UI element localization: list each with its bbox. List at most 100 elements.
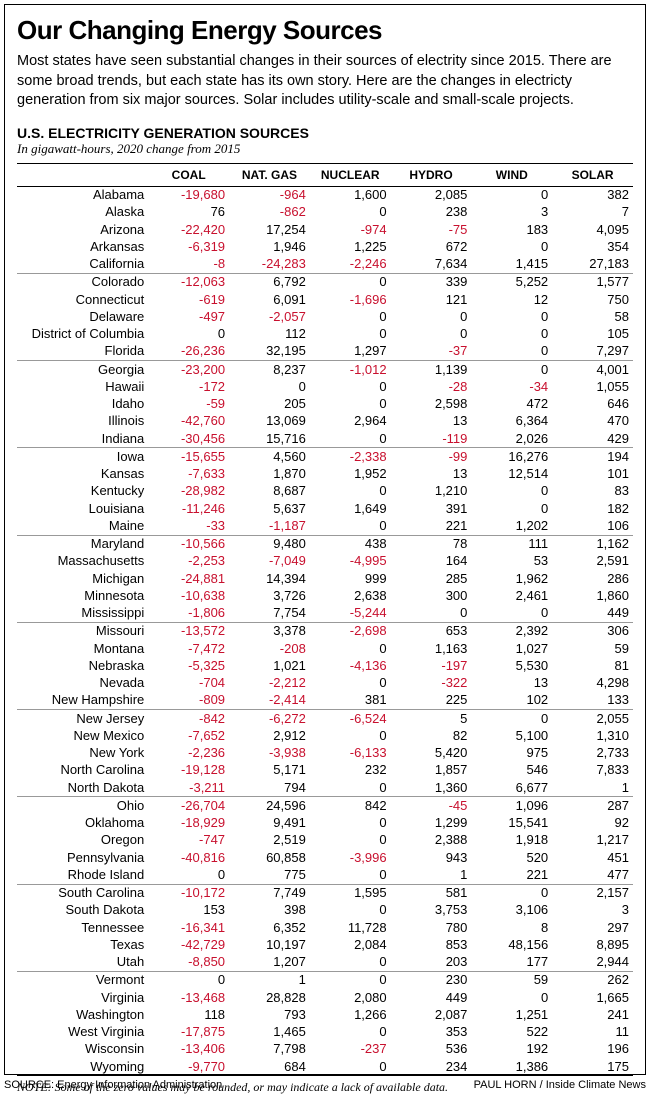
value-cell: 0 (471, 884, 552, 902)
state-cell: Hawaii (17, 378, 148, 395)
value-cell: -322 (391, 675, 472, 692)
value-cell: 3,753 (391, 902, 472, 919)
value-cell: -42,760 (148, 413, 229, 430)
value-cell: 381 (310, 692, 391, 710)
table-row: New Mexico-7,6522,9120825,1001,310 (17, 727, 633, 744)
value-cell: -24,283 (229, 256, 310, 274)
value-cell: 5,252 (471, 273, 552, 291)
value-cell: -45 (391, 797, 472, 815)
value-cell: 2,085 (391, 186, 472, 204)
value-cell: 1 (552, 779, 633, 797)
value-cell: 0 (229, 378, 310, 395)
table-row: Kentucky-28,9828,68701,210083 (17, 483, 633, 500)
value-cell: 975 (471, 745, 552, 762)
table-row: Maine-33-1,18702211,202106 (17, 517, 633, 535)
value-cell: 1,962 (471, 570, 552, 587)
value-cell: 262 (552, 971, 633, 989)
value-cell: 0 (471, 605, 552, 623)
table-row: Nebraska-5,3251,021-4,136-1975,53081 (17, 657, 633, 674)
table-row: South Carolina-10,1727,7491,59558102,157 (17, 884, 633, 902)
table-row: Missouri-13,5723,378-2,6986532,392306 (17, 622, 633, 640)
value-cell: 10,197 (229, 936, 310, 953)
content-frame: Our Changing Energy Sources Most states … (4, 4, 646, 1075)
value-cell: 1,946 (229, 238, 310, 255)
value-cell: 5,171 (229, 762, 310, 779)
state-cell: Washington (17, 1006, 148, 1023)
value-cell: 0 (310, 832, 391, 849)
value-cell: 28,828 (229, 989, 310, 1006)
value-cell: 4,095 (552, 221, 633, 238)
value-cell: 536 (391, 1041, 472, 1058)
state-cell: Nebraska (17, 657, 148, 674)
value-cell: 13 (471, 675, 552, 692)
value-cell: -1,696 (310, 291, 391, 308)
value-cell: -19,128 (148, 762, 229, 779)
value-cell: 5,637 (229, 500, 310, 517)
value-cell: -3,938 (229, 745, 310, 762)
value-cell: 287 (552, 797, 633, 815)
table-row: California-8-24,283-2,2467,6341,41527,18… (17, 256, 633, 274)
value-cell: 0 (148, 326, 229, 343)
value-cell: 105 (552, 326, 633, 343)
value-cell: 6,677 (471, 779, 552, 797)
value-cell: 1,952 (310, 466, 391, 483)
value-cell: 5,530 (471, 657, 552, 674)
state-cell: Nevada (17, 675, 148, 692)
state-cell: Illinois (17, 413, 148, 430)
value-cell: -75 (391, 221, 472, 238)
value-cell: 24,596 (229, 797, 310, 815)
value-cell: 13 (391, 413, 472, 430)
state-cell: Texas (17, 936, 148, 953)
value-cell: 0 (471, 500, 552, 517)
value-cell: -17,875 (148, 1024, 229, 1041)
value-cell: -704 (148, 675, 229, 692)
value-cell: 1,163 (391, 640, 472, 657)
state-cell: Wyoming (17, 1058, 148, 1076)
value-cell: 2,080 (310, 989, 391, 1006)
value-cell: 2,944 (552, 954, 633, 972)
table-row: New Jersey-842-6,272-6,524502,055 (17, 710, 633, 728)
value-cell: 0 (471, 989, 552, 1006)
table-row: Tennessee-16,3416,35211,7287808297 (17, 919, 633, 936)
col-natgas: NAT. GAS (229, 163, 310, 186)
value-cell: 286 (552, 570, 633, 587)
value-cell: 133 (552, 692, 633, 710)
table-row: Alaska76-862023837 (17, 204, 633, 221)
value-cell: 9,480 (229, 535, 310, 553)
value-cell: 112 (229, 326, 310, 343)
value-cell: 398 (229, 902, 310, 919)
state-cell: District of Columbia (17, 326, 148, 343)
col-nuclear: NUCLEAR (310, 163, 391, 186)
value-cell: 1 (391, 866, 472, 884)
value-cell: 1,857 (391, 762, 472, 779)
value-cell: 234 (391, 1058, 472, 1076)
value-cell: -42,729 (148, 936, 229, 953)
value-cell: 8 (471, 919, 552, 936)
state-cell: Oregon (17, 832, 148, 849)
state-cell: Kansas (17, 466, 148, 483)
value-cell: 183 (471, 221, 552, 238)
value-cell: 0 (310, 204, 391, 221)
value-cell: 121 (391, 291, 472, 308)
table-row: North Dakota-3,21179401,3606,6771 (17, 779, 633, 797)
value-cell: 0 (310, 815, 391, 832)
value-cell: 0 (310, 902, 391, 919)
value-cell: 6,792 (229, 273, 310, 291)
col-state (17, 163, 148, 186)
value-cell: -2,338 (310, 448, 391, 466)
value-cell: 0 (310, 866, 391, 884)
state-cell: Wisconsin (17, 1041, 148, 1058)
value-cell: -8 (148, 256, 229, 274)
value-cell: 2,964 (310, 413, 391, 430)
value-cell: -6,133 (310, 745, 391, 762)
state-cell: Connecticut (17, 291, 148, 308)
value-cell: 221 (391, 517, 472, 535)
intro-text: Most states have seen substantial change… (17, 52, 633, 111)
value-cell: 0 (310, 1058, 391, 1076)
value-cell: 1,386 (471, 1058, 552, 1076)
value-cell: 238 (391, 204, 472, 221)
value-cell: 684 (229, 1058, 310, 1076)
value-cell: 449 (391, 989, 472, 1006)
table-row: Colorado-12,0636,79203395,2521,577 (17, 273, 633, 291)
value-cell: 0 (310, 640, 391, 657)
